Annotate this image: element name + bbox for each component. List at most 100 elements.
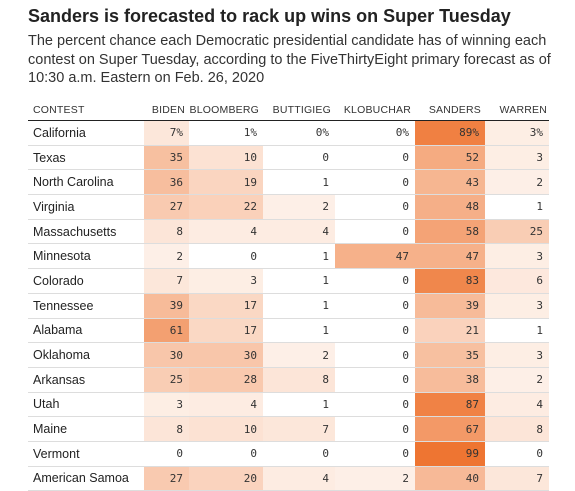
cell-biden: 35	[144, 145, 189, 170]
contest-name: Minnesota	[33, 249, 91, 264]
table-row: California 7% 1% 0% 0% 89% 3%	[28, 121, 549, 146]
cell-sanders: 52	[415, 145, 485, 170]
contest-name: Colorado	[33, 273, 84, 288]
table-header-row: CONTEST BIDEN BLOOMBERG BUTTIGIEG KLOBUC…	[28, 100, 549, 121]
cell-buttigieg: 1	[322, 397, 329, 411]
cell-buttigieg: 1	[322, 274, 329, 288]
cell-sanders: 38	[415, 367, 485, 392]
cell-warren: 4	[485, 392, 549, 417]
cell-buttigieg: 4	[263, 219, 335, 244]
cell-sanders: 58	[415, 219, 485, 244]
cell-buttigieg: 0	[322, 447, 329, 461]
cell-buttigieg: 0	[322, 151, 329, 165]
cell-sanders: 89%	[415, 121, 485, 145]
cell-biden: 0	[176, 447, 183, 461]
cell-klobuchar: 0	[402, 274, 409, 288]
cell-biden: 61	[144, 318, 189, 343]
forecast-table: CONTEST BIDEN BLOOMBERG BUTTIGIEG KLOBUC…	[28, 100, 549, 491]
cell-bloomberg: 22	[189, 195, 263, 219]
contest-name: Texas	[33, 150, 66, 165]
cell-buttigieg: 1	[322, 299, 329, 313]
cell-sanders: 47	[415, 244, 485, 269]
column-header-klobuchar: KLOBUCHAR	[343, 104, 411, 116]
cell-klobuchar: 0	[402, 299, 409, 313]
cell-warren: 3	[485, 293, 549, 318]
contest-name: Oklahoma	[33, 348, 90, 363]
cell-warren: 1	[536, 200, 543, 214]
cell-warren: 6	[485, 269, 549, 293]
cell-klobuchar: 0	[402, 151, 409, 165]
cell-sanders: 39	[415, 293, 485, 318]
cell-bloomberg: 4	[189, 219, 263, 244]
table-row: Minnesota 2 0 1 47 47 3	[28, 244, 549, 270]
cell-warren: 2	[485, 367, 549, 392]
table-row: North Carolina 36 19 1 0 43 2	[28, 170, 549, 196]
cell-sanders: 43	[415, 170, 485, 195]
cell-bloomberg: 4	[189, 392, 263, 417]
cell-buttigieg: 1	[322, 323, 329, 337]
cell-klobuchar: 0	[402, 200, 409, 214]
cell-bloomberg: 19	[189, 170, 263, 195]
cell-warren: 7	[485, 466, 549, 491]
cell-klobuchar: 0	[402, 397, 409, 411]
cell-bloomberg: 10	[189, 417, 263, 441]
cell-buttigieg: 1	[322, 249, 329, 263]
contest-name: North Carolina	[33, 175, 114, 190]
cell-warren: 8	[485, 417, 549, 441]
cell-biden: 2	[144, 244, 189, 269]
table-row: Tennessee 39 17 1 0 39 3	[28, 293, 549, 319]
cell-bloomberg: 1%	[243, 126, 257, 140]
contest-name: California	[33, 125, 86, 140]
table-row: American Samoa 27 20 4 2 40 7	[28, 466, 549, 491]
cell-warren: 0	[536, 447, 543, 461]
cell-klobuchar: 47	[335, 244, 415, 269]
contest-name: Vermont	[33, 446, 80, 461]
cell-biden: 27	[144, 466, 189, 491]
cell-bloomberg: 17	[189, 318, 263, 343]
column-header-warren: WARREN	[499, 104, 547, 116]
cell-sanders: 48	[415, 195, 485, 219]
table-row: Arkansas 25 28 8 0 38 2	[28, 367, 549, 393]
cell-biden: 27	[144, 195, 189, 219]
cell-klobuchar: 0	[402, 422, 409, 436]
contest-name: Massachusetts	[33, 224, 117, 239]
table-row: Vermont 0 0 0 0 99 0	[28, 441, 549, 467]
cell-klobuchar: 0	[402, 348, 409, 362]
contest-name: Utah	[33, 397, 60, 412]
table-row: Alabama 61 17 1 0 21 1	[28, 318, 549, 344]
cell-biden: 30	[144, 343, 189, 367]
cell-bloomberg: 20	[189, 466, 263, 491]
cell-biden: 39	[144, 293, 189, 318]
cell-bloomberg: 28	[189, 367, 263, 392]
chart-title: Sanders is forecasted to rack up wins on…	[28, 6, 511, 26]
contest-name: Maine	[33, 422, 68, 437]
table-row: Texas 35 10 0 0 52 3	[28, 145, 549, 171]
contest-name: Arkansas	[33, 372, 86, 387]
cell-sanders: 83	[415, 269, 485, 293]
column-header-bloomberg: BLOOMBERG	[189, 104, 259, 116]
cell-buttigieg: 2	[263, 195, 335, 219]
table-row: Oklahoma 30 30 2 0 35 3	[28, 343, 549, 368]
cell-buttigieg: 0%	[315, 126, 329, 140]
cell-klobuchar: 0	[402, 175, 409, 189]
cell-bloomberg: 3	[189, 269, 263, 293]
table-body: California 7% 1% 0% 0% 89% 3% Texas 35 10 0 0 52 3 Nor…	[28, 121, 549, 491]
contest-name: Tennessee	[33, 298, 94, 313]
cell-klobuchar: 0	[402, 225, 409, 239]
cell-sanders: 99	[415, 441, 485, 466]
cell-biden: 7	[144, 269, 189, 293]
cell-warren: 3%	[485, 121, 549, 145]
contest-name: American Samoa	[33, 471, 129, 486]
cell-warren: 3	[485, 244, 549, 269]
contest-name: Alabama	[33, 323, 83, 338]
cell-biden: 8	[144, 219, 189, 244]
cell-sanders: 35	[415, 343, 485, 367]
column-header-biden: BIDEN	[151, 104, 185, 116]
cell-warren: 3	[485, 145, 549, 170]
contest-name: Virginia	[33, 199, 75, 214]
cell-klobuchar: 0	[402, 373, 409, 387]
chart-subtitle: The percent chance each Democratic presi…	[28, 33, 551, 86]
cell-klobuchar: 0%	[395, 126, 409, 140]
cell-biden: 8	[144, 417, 189, 441]
cell-klobuchar: 2	[335, 466, 415, 491]
